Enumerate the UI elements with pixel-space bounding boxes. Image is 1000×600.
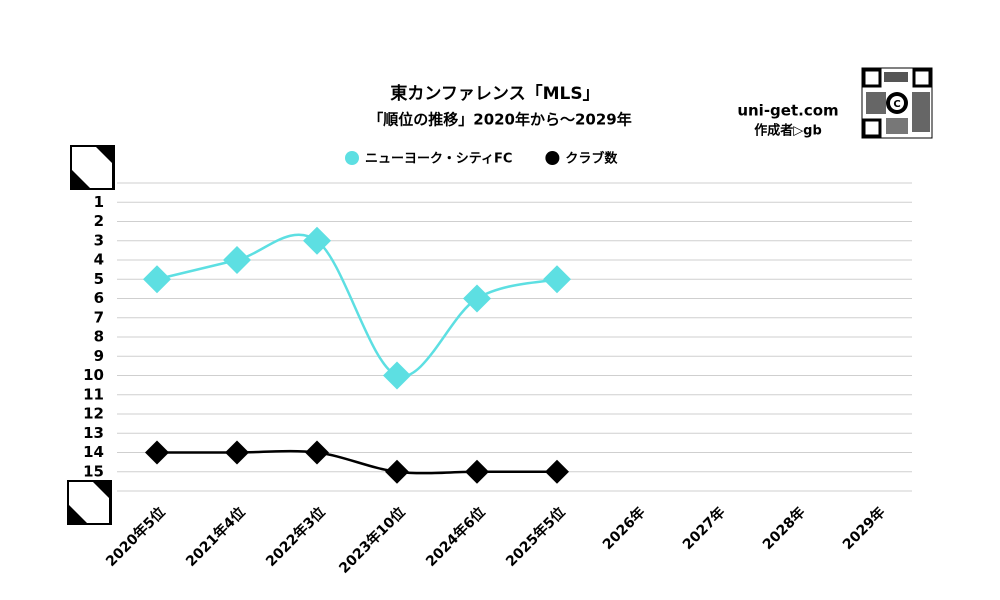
author: 作成者▷gb <box>754 123 822 139</box>
series-line <box>157 449 557 475</box>
y-tick-label: 7 <box>94 308 104 326</box>
data-point <box>385 459 409 484</box>
legend-marker <box>545 151 560 165</box>
qr-logo: C <box>893 99 900 110</box>
data-point <box>383 361 411 390</box>
corner-icon <box>67 145 115 525</box>
x-tick-label: 2025年5位 <box>502 504 568 570</box>
y-tick-label: 3 <box>94 231 104 249</box>
y-tick-label: 5 <box>94 270 104 288</box>
chart-title: 東カンファレンス「MLS」 <box>390 83 599 104</box>
y-tick-label: 11 <box>83 385 104 403</box>
data-point <box>305 440 329 465</box>
x-tick-label: 2027年 <box>679 504 728 553</box>
legend-marker <box>345 151 359 165</box>
data-point <box>465 459 489 484</box>
y-tick-label: 9 <box>94 347 104 365</box>
x-tick-label: 2029年 <box>839 504 888 553</box>
data-point <box>223 246 251 274</box>
x-tick-label: 2026年 <box>599 504 648 553</box>
qr-code: C <box>861 67 933 139</box>
y-tick-label: 15 <box>83 462 104 480</box>
chart-subtitle: 「順位の推移」2020年から～2029年 <box>368 111 632 129</box>
x-tick-label: 2021年4位 <box>182 504 248 570</box>
data-point <box>145 440 169 465</box>
y-tick-label: 4 <box>94 251 104 269</box>
y-tick-label: 1 <box>94 193 104 211</box>
y-tick-label: 2 <box>94 212 104 230</box>
y-tick-label: 6 <box>94 289 104 307</box>
data-point <box>545 459 569 484</box>
legend-label: クラブ数 <box>565 151 618 167</box>
legend-label: ニューヨーク・シティFC <box>365 152 512 167</box>
y-tick-label: 13 <box>83 424 104 442</box>
x-tick-label: 2020年5位 <box>102 504 168 570</box>
brand: uni-get.com <box>737 102 838 120</box>
x-tick-label: 2023年10位 <box>336 504 409 577</box>
data-point <box>303 226 331 255</box>
x-tick-label: 2022年3位 <box>262 504 328 570</box>
x-tick-label: 2028年 <box>759 504 808 553</box>
y-tick-label: 10 <box>83 366 104 384</box>
series-line <box>156 233 558 378</box>
data-point <box>543 265 571 294</box>
y-tick-label: 14 <box>83 443 104 461</box>
x-tick-label: 2024年6位 <box>422 504 488 570</box>
y-tick-label: 8 <box>94 328 104 346</box>
data-point <box>463 284 491 313</box>
data-point <box>225 440 249 465</box>
y-tick-label: 12 <box>83 405 104 423</box>
data-point <box>143 265 171 294</box>
